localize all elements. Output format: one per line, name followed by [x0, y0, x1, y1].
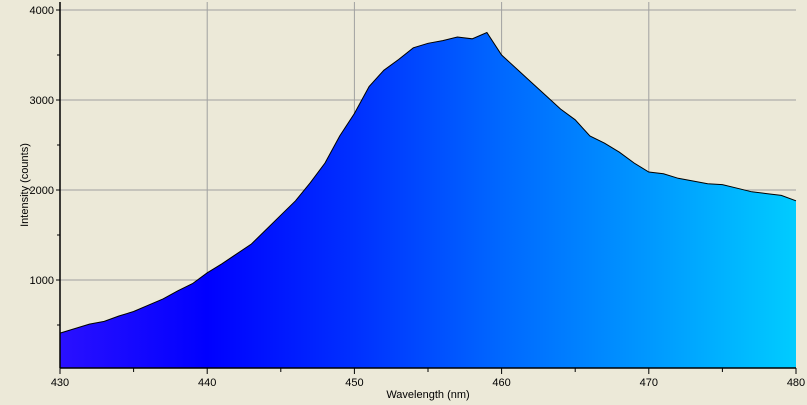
x-tick-label: 430	[51, 377, 69, 389]
x-tick-label: 470	[640, 377, 658, 389]
spectrum-area	[60, 32, 796, 368]
x-tick-label: 450	[345, 377, 363, 389]
y-tick-label: 1000	[30, 275, 54, 287]
x-tick-label: 440	[198, 377, 216, 389]
y-tick-label: 2000	[30, 185, 54, 197]
x-tick-label: 460	[492, 377, 510, 389]
x-axis-title: Wavelength (nm)	[386, 389, 469, 401]
x-tick-label: 480	[787, 377, 805, 389]
x-axis-ticks: 430 440 450 460 470 480	[51, 368, 805, 389]
y-tick-label: 4000	[30, 5, 54, 17]
y-axis-ticks: 1000 2000 3000 4000	[30, 5, 60, 326]
y-tick-label: 3000	[30, 95, 54, 107]
y-axis-title: Intensity (counts)	[19, 143, 31, 227]
spectrum-line	[59, 31, 797, 334]
